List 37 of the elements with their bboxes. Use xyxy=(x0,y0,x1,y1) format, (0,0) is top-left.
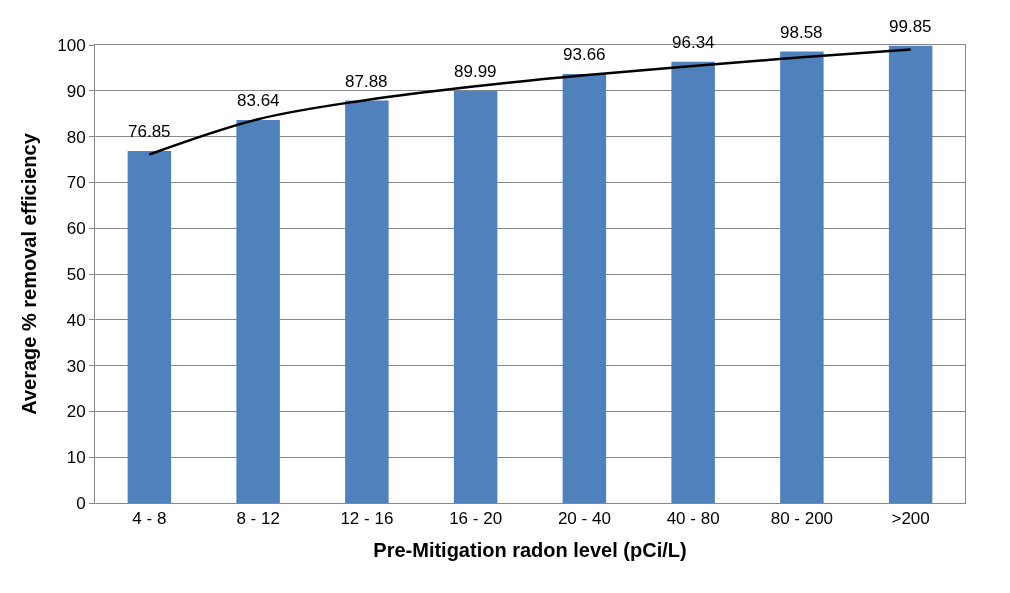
y-tick-label: 10 xyxy=(66,448,86,468)
y-tick-label: 100 xyxy=(57,35,86,55)
y-tick-label: 30 xyxy=(66,356,86,376)
y-tick-label: 40 xyxy=(66,310,86,330)
data-label: 76.85 xyxy=(128,122,171,141)
x-tick-label: 20 - 40 xyxy=(557,509,611,529)
y-tick-label: 60 xyxy=(66,219,86,239)
x-tick-label: 16 - 20 xyxy=(449,509,503,529)
y-tick-label: 80 xyxy=(66,127,86,147)
data-label: 98.58 xyxy=(780,23,823,42)
bar xyxy=(888,45,933,503)
x-tick-label: 8 - 12 xyxy=(236,509,280,529)
bar xyxy=(562,74,607,503)
data-label: 93.66 xyxy=(563,45,606,64)
y-tick-label: 20 xyxy=(66,402,86,422)
x-tick-label: 12 - 16 xyxy=(340,509,394,529)
y-axis-title: Average % removal efficiency xyxy=(17,132,40,415)
y-tick-label: 0 xyxy=(76,493,86,513)
bar xyxy=(345,100,389,503)
data-label: 89.99 xyxy=(454,62,497,81)
x-tick-label: 40 - 80 xyxy=(666,509,720,529)
x-tick-label: 80 - 200 xyxy=(770,509,834,529)
data-label: 96.34 xyxy=(672,33,715,52)
bar xyxy=(453,90,498,503)
bar xyxy=(671,61,715,503)
bar xyxy=(236,119,280,503)
y-tick-label: 70 xyxy=(66,173,86,193)
data-label: 87.88 xyxy=(345,72,388,91)
bar xyxy=(127,151,172,503)
x-tick-label: 4 - 8 xyxy=(132,509,167,529)
y-tick-label: 50 xyxy=(66,264,86,284)
x-tick-label: >200 xyxy=(891,509,930,529)
bar xyxy=(780,51,824,503)
data-label: 99.85 xyxy=(889,17,932,36)
y-tick-label: 90 xyxy=(66,81,86,101)
x-axis-title: Pre-Mitigation radon level (pCi/L) xyxy=(373,538,687,561)
data-label: 83.64 xyxy=(237,91,280,110)
